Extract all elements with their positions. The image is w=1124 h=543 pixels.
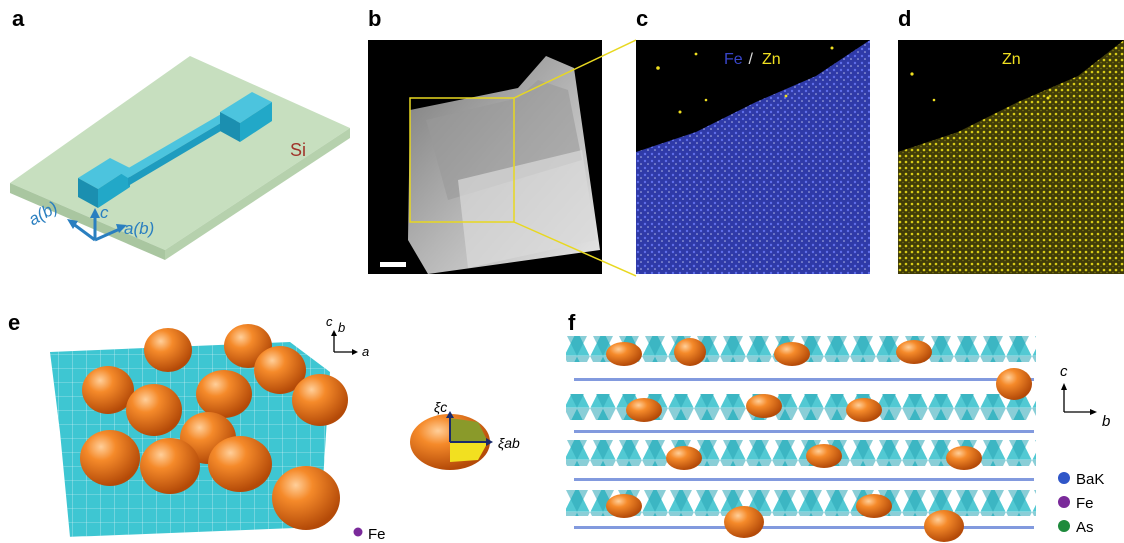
device-right-pad-front bbox=[220, 112, 240, 142]
panel-f-crystal-structure: c b BaK Fe As bbox=[566, 336, 1110, 542]
si-substrate-side-right bbox=[165, 128, 350, 260]
f-axis-c: c bbox=[1060, 363, 1068, 380]
device-left-pad-front bbox=[78, 178, 98, 208]
legend-as-dot bbox=[1058, 520, 1070, 532]
device-left-pad-top bbox=[78, 158, 130, 189]
stem-zoom-box bbox=[409, 97, 515, 223]
panel-letter-a: a bbox=[12, 6, 25, 31]
panel-letter-d: d bbox=[898, 6, 912, 31]
e-axis-a: a bbox=[362, 344, 369, 359]
axis-a-right-label: a(b) bbox=[124, 219, 154, 238]
panel-a-device-schematic: c a(b) a(b) Si bbox=[10, 56, 350, 260]
f-legend: BaK Fe As bbox=[1058, 471, 1104, 536]
d-label-zn: Zn bbox=[1002, 51, 1021, 68]
device-bridge-top bbox=[120, 110, 236, 178]
panel-letter-b: b bbox=[368, 6, 382, 31]
e-axis-c: c bbox=[326, 314, 333, 329]
panel-c-eds-map: Fe / Zn bbox=[636, 40, 870, 274]
scale-bar bbox=[380, 262, 406, 267]
e-legend-fe: Fe bbox=[368, 526, 386, 543]
zoom-lines bbox=[513, 39, 637, 277]
panel-e-lattice: c b a ξc ξab Fe bbox=[50, 314, 520, 543]
si-label: Si bbox=[290, 140, 306, 160]
c-label-sep: / bbox=[744, 51, 757, 68]
panel-letter-c: c bbox=[636, 6, 649, 31]
legend-fe-label: Fe bbox=[1076, 495, 1094, 512]
f-axis-b: b bbox=[1102, 413, 1110, 430]
legend-bak-dot bbox=[1058, 472, 1070, 484]
panel-b-stem-image bbox=[368, 40, 602, 274]
c-label-zn: Zn bbox=[762, 51, 781, 68]
device-right-pad-top bbox=[220, 92, 272, 123]
vortex-orange-blobs bbox=[606, 338, 1032, 542]
e-axis-b: b bbox=[338, 320, 345, 335]
panel-letter-e: e bbox=[8, 310, 21, 335]
xi-c-label: ξc bbox=[434, 399, 447, 415]
legend-bak-label: BaK bbox=[1076, 471, 1104, 488]
fe-legend-dot bbox=[353, 527, 363, 537]
legend-as-label: As bbox=[1076, 519, 1094, 536]
c-label-fe: Fe bbox=[724, 51, 743, 68]
panel-letter-f: f bbox=[568, 310, 576, 335]
device-bridge-front bbox=[128, 114, 236, 186]
si-substrate-side bbox=[10, 183, 165, 260]
device-right-pad-side bbox=[240, 102, 272, 142]
axis-c-label: c bbox=[100, 203, 109, 222]
bak-dot-rows bbox=[574, 378, 1034, 529]
xi-ab-label: ξab bbox=[498, 435, 520, 451]
legend-fe-dot bbox=[1058, 496, 1070, 508]
panel-d-eds-map: Zn bbox=[898, 40, 1124, 274]
vortex-spheres bbox=[80, 324, 348, 530]
device-left-pad-side bbox=[98, 168, 130, 208]
